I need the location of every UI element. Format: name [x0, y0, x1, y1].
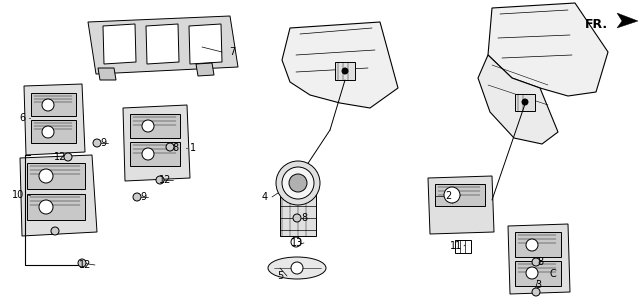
Text: 8: 8 [301, 213, 307, 223]
Text: 9: 9 [140, 192, 146, 202]
Circle shape [276, 161, 320, 205]
Polygon shape [617, 13, 638, 28]
Circle shape [142, 148, 154, 160]
Polygon shape [508, 224, 570, 294]
Polygon shape [146, 24, 179, 64]
Polygon shape [20, 155, 97, 236]
Polygon shape [196, 63, 214, 76]
Circle shape [526, 239, 538, 251]
Polygon shape [189, 24, 222, 64]
Circle shape [93, 139, 101, 147]
Bar [515, 232, 561, 257]
Circle shape [142, 120, 154, 132]
Text: 9: 9 [100, 138, 106, 148]
Polygon shape [103, 24, 136, 64]
Text: 12: 12 [159, 175, 171, 185]
Bar [435, 184, 485, 206]
Circle shape [291, 237, 301, 247]
Text: 1: 1 [190, 143, 196, 153]
Bar [515, 261, 561, 286]
Circle shape [64, 153, 72, 161]
Bar [27, 163, 85, 189]
Circle shape [133, 193, 141, 201]
Circle shape [39, 169, 53, 183]
Polygon shape [98, 68, 116, 80]
Text: 7: 7 [229, 47, 235, 57]
Circle shape [293, 214, 301, 222]
Text: 8: 8 [172, 143, 178, 153]
Circle shape [444, 187, 460, 203]
Bar [280, 194, 316, 236]
Circle shape [39, 200, 53, 214]
Bar [455, 240, 471, 253]
Text: C: C [550, 269, 556, 279]
Polygon shape [428, 176, 494, 234]
Text: 2: 2 [445, 191, 451, 201]
Text: 12: 12 [79, 260, 91, 270]
Ellipse shape [268, 257, 326, 279]
Polygon shape [24, 84, 85, 155]
Circle shape [42, 126, 54, 138]
Polygon shape [488, 3, 608, 96]
Text: 4: 4 [262, 192, 268, 202]
Circle shape [156, 176, 164, 184]
Circle shape [42, 99, 54, 111]
Polygon shape [478, 55, 558, 144]
Polygon shape [282, 22, 398, 108]
Circle shape [532, 288, 540, 296]
Circle shape [51, 227, 59, 235]
Text: 3: 3 [535, 280, 541, 290]
Text: 10: 10 [12, 190, 24, 200]
Text: 12: 12 [54, 152, 66, 162]
Circle shape [78, 259, 86, 267]
Text: 13: 13 [291, 238, 303, 248]
Bar [130, 142, 180, 166]
Circle shape [166, 143, 174, 151]
Bar [130, 114, 180, 138]
Circle shape [522, 99, 528, 105]
Circle shape [526, 267, 538, 279]
Circle shape [291, 262, 303, 274]
Circle shape [532, 258, 540, 266]
Bar [515, 94, 535, 111]
Circle shape [282, 167, 314, 199]
Text: 11: 11 [450, 241, 462, 251]
Bar [335, 62, 355, 80]
Circle shape [342, 68, 348, 74]
Text: 8: 8 [537, 257, 543, 267]
Circle shape [289, 174, 307, 192]
Text: 6: 6 [19, 113, 25, 123]
Bar [31, 93, 76, 116]
Polygon shape [123, 105, 190, 181]
Bar [27, 194, 85, 220]
Bar [31, 120, 76, 143]
Text: FR.: FR. [585, 18, 608, 31]
Polygon shape [88, 16, 238, 74]
Text: 5: 5 [277, 271, 283, 281]
